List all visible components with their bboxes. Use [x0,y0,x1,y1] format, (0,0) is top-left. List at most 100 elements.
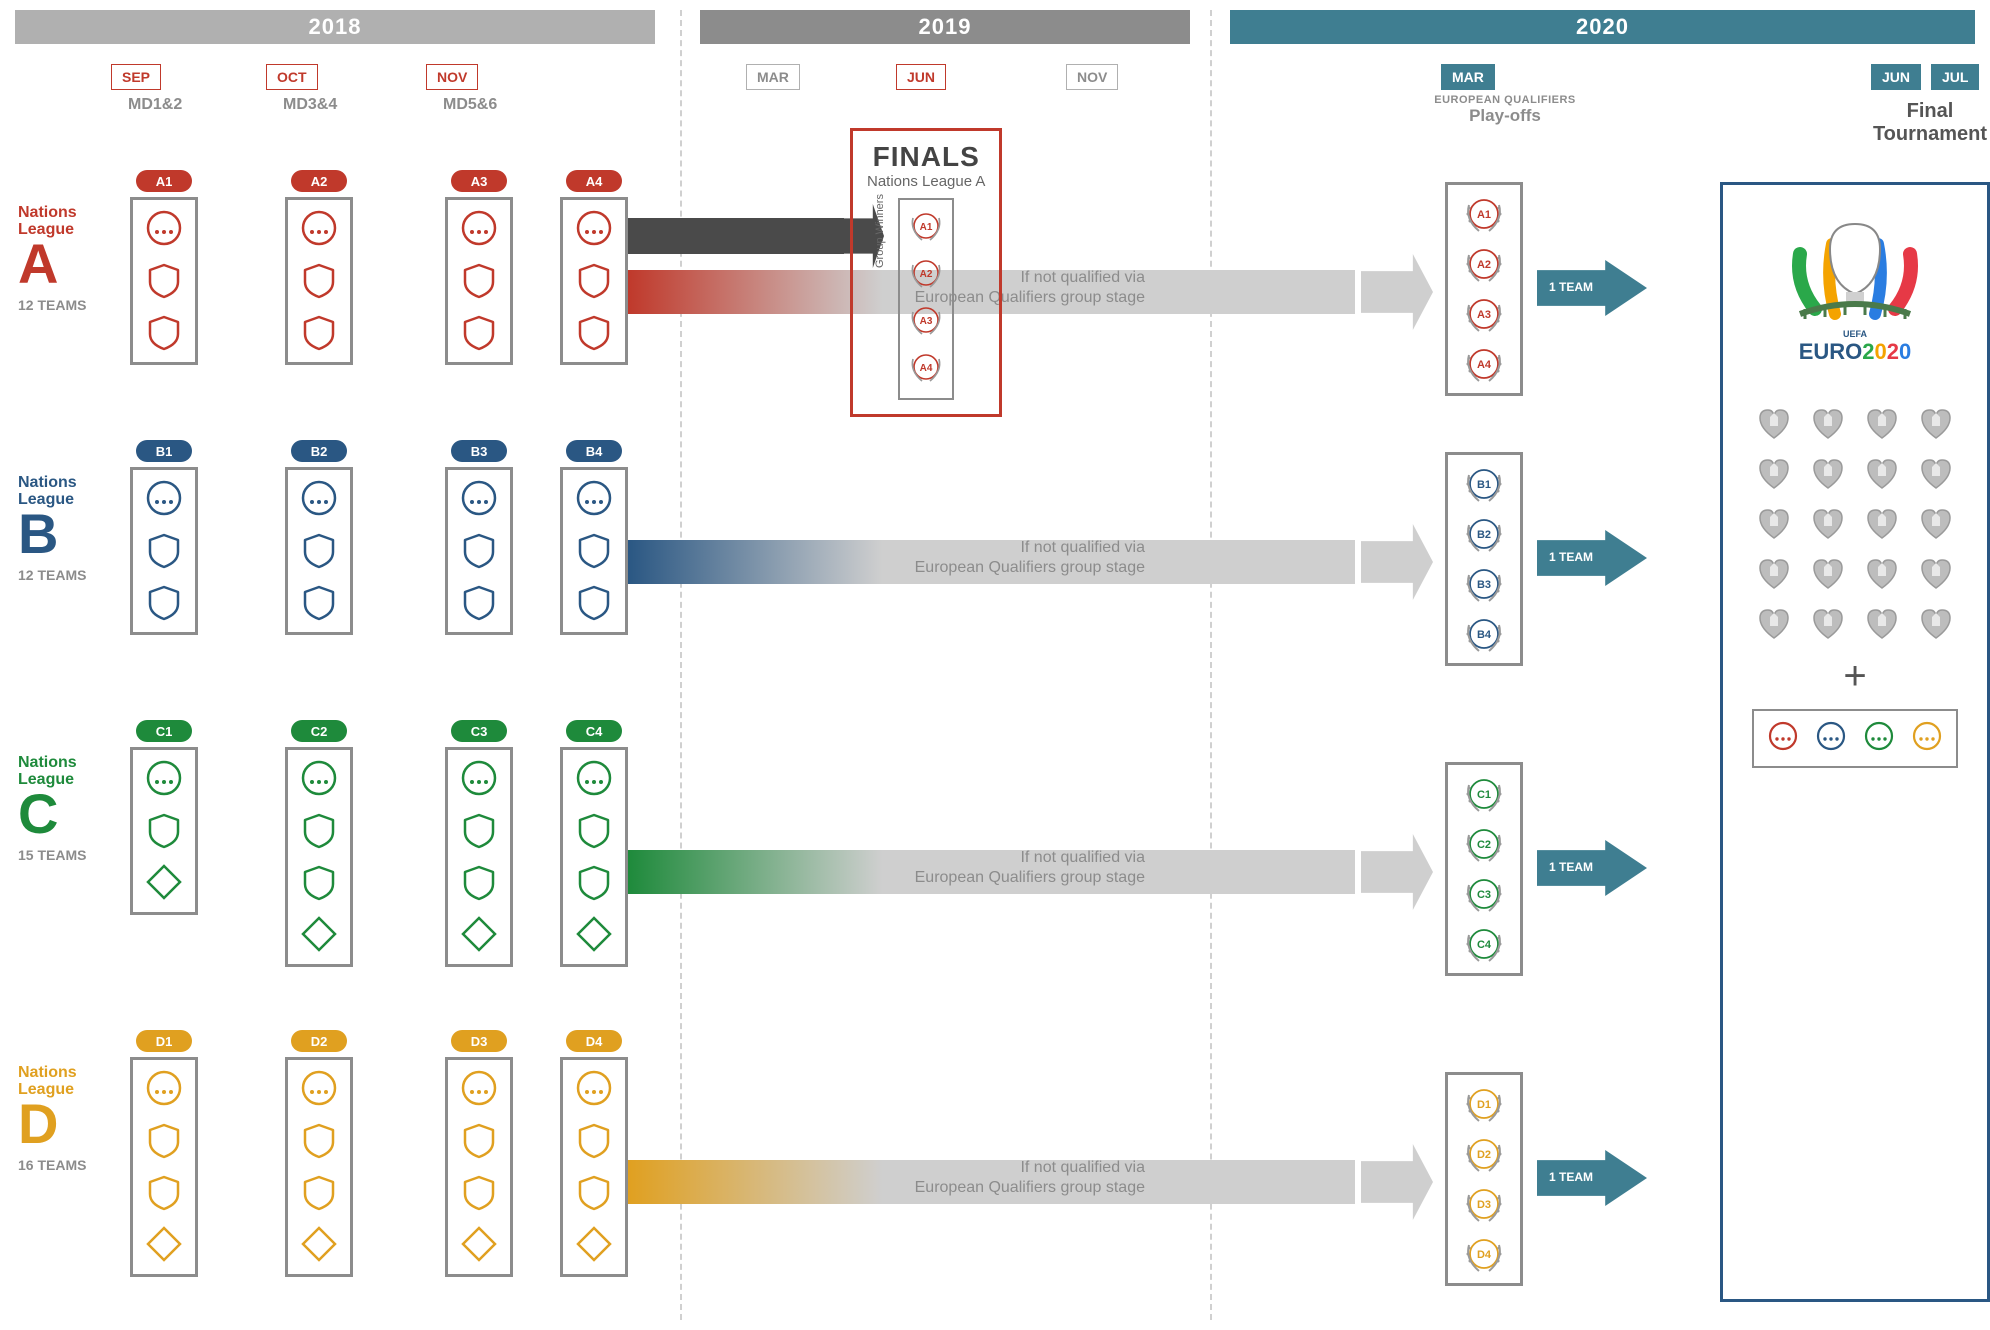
svg-text:A1: A1 [1477,209,1491,221]
team-slot [459,530,499,570]
team-slot [299,862,339,902]
qualified-team-icon [1754,554,1794,594]
team-slot [459,1068,499,1108]
group-column: B1 [130,440,198,635]
qualified-team-icon [1916,504,1956,544]
qualified-team-icon [1754,504,1794,544]
team-slot [144,312,184,352]
group-column: C2 [285,720,353,967]
svg-text:A1: A1 [920,222,933,233]
svg-text:B4: B4 [1477,629,1492,641]
svg-text:B2: B2 [1477,529,1491,541]
team-slot [574,1224,614,1264]
qualified-team-icon [1862,604,1902,644]
svg-text:A2: A2 [920,269,933,280]
team-slot [299,1068,339,1108]
team-slot [459,208,499,248]
team-slot [144,208,184,248]
team-slot [574,914,614,954]
team-slot [574,1068,614,1108]
qualified-team-icon [1916,404,1956,444]
team-slot [574,260,614,300]
group-column: C1 [130,720,198,915]
team-slot [144,478,184,518]
team-slot [299,582,339,622]
svg-text:B1: B1 [1477,479,1491,491]
group-column: A2 [285,170,353,365]
playoff-winner-slot-A [1766,719,1800,758]
team-slot [574,1172,614,1212]
team-slot [144,758,184,798]
playoff-box-A: A1 A2 A3 A4 [1445,182,1523,396]
qualified-team-icon [1808,454,1848,494]
group-column: D4 [560,1030,628,1277]
team-slot [299,914,339,954]
team-slot [144,862,184,902]
svg-text:A4: A4 [920,363,933,374]
team-slot [574,530,614,570]
team-slot [459,1120,499,1160]
playoff-winner-slot-C [1862,719,1896,758]
playoff-winner-slot-B [1814,719,1848,758]
svg-text:EURO2020: EURO2020 [1799,339,1912,364]
group-column: D2 [285,1030,353,1277]
svg-text:UEFA: UEFA [1843,329,1868,339]
group-column: D3 [445,1030,513,1277]
team-slot [459,312,499,352]
team-slot [574,208,614,248]
team-slot [144,1224,184,1264]
team-slot [574,758,614,798]
team-slot [459,862,499,902]
svg-text:D2: D2 [1477,1149,1491,1161]
qualified-team-icon [1754,404,1794,444]
team-slot [574,478,614,518]
month-badge: JUN [896,64,946,90]
month-badge: MAR [746,64,800,90]
svg-text:B3: B3 [1477,579,1491,591]
month-badge: NOV [426,64,478,90]
qualified-team-icon [1862,404,1902,444]
qualified-team-icon [1808,554,1848,594]
team-slot [574,312,614,352]
team-slot [144,582,184,622]
team-slot [299,1172,339,1212]
team-slot [459,758,499,798]
team-slot [459,914,499,954]
month-badge: MAR [1441,64,1495,90]
qualified-team-icon [1754,604,1794,644]
final-tournament-frame: UEFA EURO2020 + [1720,182,1990,1302]
team-slot [459,1224,499,1264]
team-slot [459,582,499,622]
group-column: B4 [560,440,628,635]
qualified-team-icon [1862,504,1902,544]
team-slot [299,1120,339,1160]
svg-text:C1: C1 [1477,789,1491,801]
svg-text:D1: D1 [1477,1099,1491,1111]
team-slot [144,530,184,570]
team-slot [299,260,339,300]
league-label-C: NationsLeagueC15 TEAMS [18,755,86,863]
group-column: C4 [560,720,628,967]
svg-text:C3: C3 [1477,889,1491,901]
svg-text:A3: A3 [920,316,933,327]
month-badge: NOV [1066,64,1118,90]
svg-text:A3: A3 [1477,309,1491,321]
team-slot [299,208,339,248]
qualified-team-icon [1808,404,1848,444]
team-slot [299,312,339,352]
team-slot [459,478,499,518]
group-column: C3 [445,720,513,967]
euro2020-logo: UEFA EURO2020 [1760,199,1950,374]
qualified-team-icon [1808,604,1848,644]
qualified-team-icon [1862,454,1902,494]
team-slot [144,810,184,850]
group-column: B2 [285,440,353,635]
qualified-team-icon [1862,554,1902,594]
qualified-team-icon [1808,504,1848,544]
team-slot [459,260,499,300]
group-column: B3 [445,440,513,635]
league-label-A: NationsLeagueA12 TEAMS [18,205,86,313]
qualified-team-icon [1754,454,1794,494]
team-slot [144,260,184,300]
team-slot [459,810,499,850]
